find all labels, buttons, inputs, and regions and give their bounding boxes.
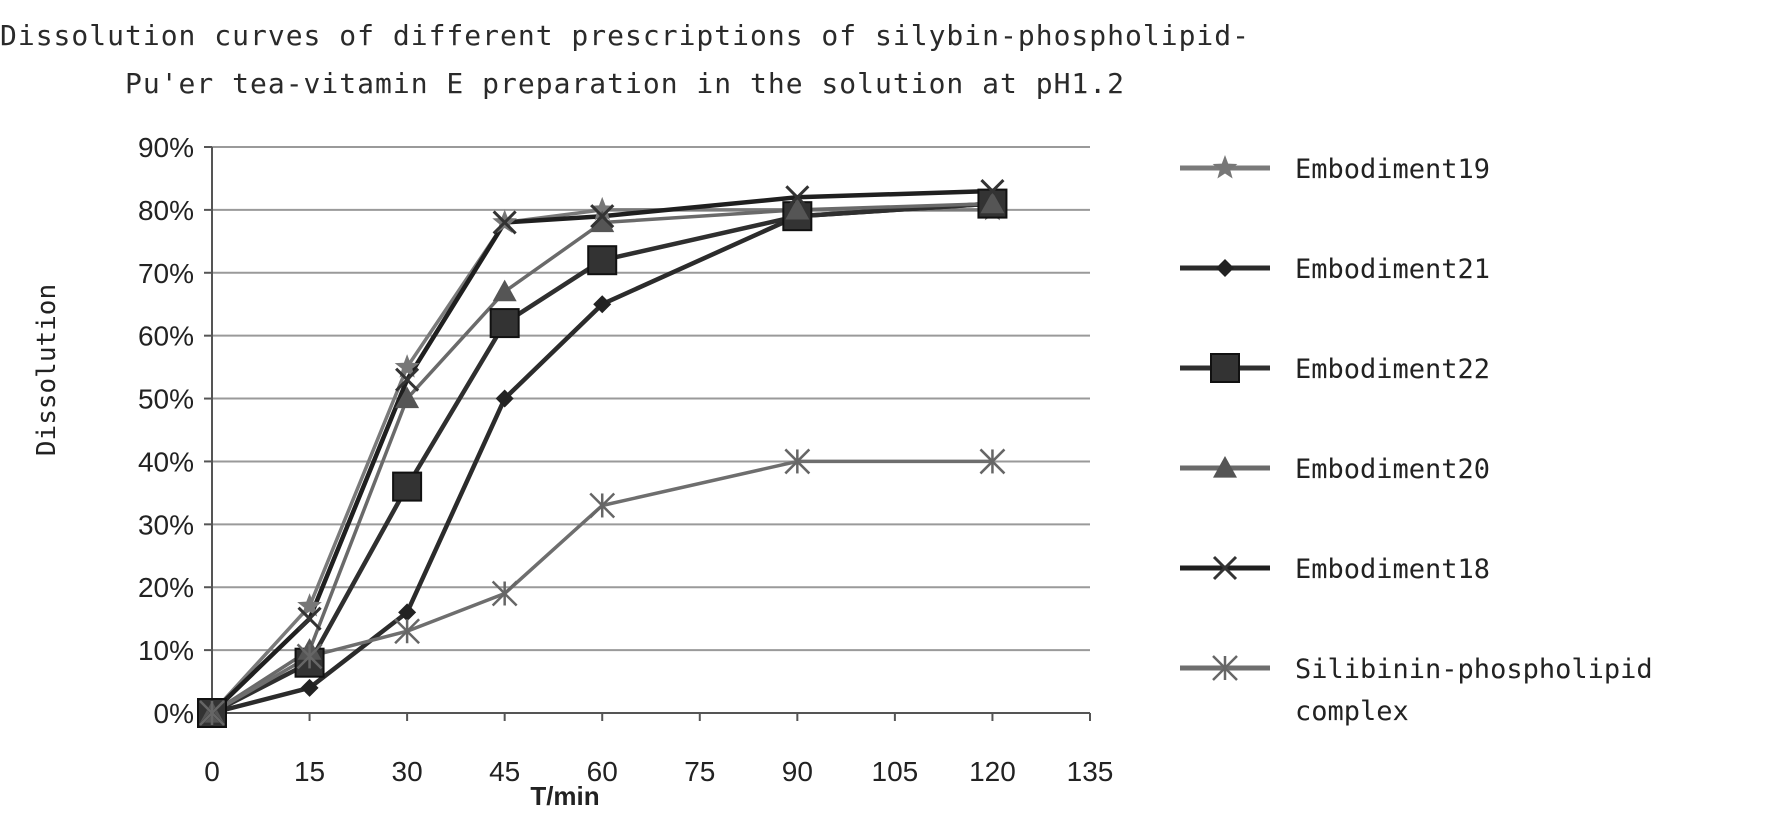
data-point-4-4 (590, 204, 615, 229)
chart-title-line-2: Pu'er tea-vitamin E preparation in the s… (125, 67, 1125, 100)
data-point-4-3 (492, 210, 517, 235)
y-tick-label: 30% (138, 509, 194, 540)
legend-item-1: Embodiment21 (1180, 254, 1490, 285)
y-tick-label: 10% (138, 635, 194, 666)
x-tick-label: 105 (872, 756, 919, 787)
x-tick-label: 60 (587, 756, 618, 787)
data-point-5-0 (199, 700, 225, 726)
data-point-0-2 (394, 354, 420, 378)
series-line-3 (211, 201, 993, 715)
data-point-1-4 (593, 295, 612, 314)
data-point-3-6 (980, 191, 1005, 214)
legend-label: Embodiment18 (1295, 554, 1490, 585)
legend-marker (1212, 555, 1238, 581)
data-point-1-3 (495, 389, 514, 408)
y-tick-label: 80% (138, 195, 194, 226)
legend-label: Embodiment22 (1295, 354, 1490, 385)
y-tick-label: 70% (138, 258, 194, 289)
legend-marker (1216, 259, 1234, 277)
y-tick-label: 20% (138, 572, 194, 603)
data-point-1-1 (300, 678, 319, 697)
y-tick-labels: 0% 10% 20% 30% 40% 50% 60% 70% 80% 90% (138, 132, 194, 729)
legend-item-4: Embodiment18 (1180, 554, 1490, 585)
data-point-5-3 (491, 580, 518, 607)
legend-label: complex (1295, 696, 1409, 727)
data-point-5-5 (784, 448, 811, 475)
data-point-0-1 (297, 593, 322, 617)
data-point-3-4 (590, 210, 615, 233)
data-point-4-2 (395, 367, 420, 392)
data-point-4-1 (297, 606, 322, 631)
data-point-2-2 (392, 471, 423, 502)
x-tick-label: 135 (1067, 756, 1114, 787)
legend-label: Embodiment21 (1295, 254, 1490, 285)
data-point-2-4 (587, 245, 618, 276)
y-axis-title: Dissolution (32, 284, 62, 456)
legend-label: Embodiment19 (1295, 154, 1490, 185)
legend-marker (1213, 456, 1237, 478)
x-tick-label: 45 (489, 756, 520, 787)
y-tick-label: 60% (138, 321, 194, 352)
series-line-1 (211, 201, 993, 716)
data-point-5-2 (394, 618, 420, 645)
x-tick-label: 90 (782, 756, 813, 787)
x-tick-label: 15 (294, 756, 325, 787)
x-tick-label: 120 (969, 756, 1016, 787)
series-markers (197, 178, 1008, 728)
legend-item-5: Silibinin-phospholipid complex (1180, 654, 1653, 727)
data-point-4-6 (980, 178, 1005, 204)
x-tick-label: 30 (392, 756, 423, 787)
legend-label: Embodiment20 (1295, 454, 1490, 485)
gridlines (212, 146, 1090, 652)
data-point-2-3 (489, 308, 520, 339)
legend-item-2: Embodiment22 (1180, 353, 1490, 385)
legend-marker (1212, 655, 1238, 681)
y-tick-label: 90% (138, 132, 194, 163)
x-axis-title: T/min (530, 781, 599, 811)
data-point-4-5 (785, 185, 810, 210)
data-point-5-6 (979, 448, 1006, 475)
legend-label: Silibinin-phospholipid (1295, 654, 1653, 685)
data-point-0-4 (589, 196, 615, 221)
legend-marker (1212, 155, 1238, 179)
legend-marker (1210, 353, 1240, 383)
axes (204, 146, 1091, 721)
data-point-5-1 (296, 643, 323, 670)
x-tick-labels: 0 15 30 45 60 75 90 105 120 135 (204, 756, 1113, 787)
legend-item-0: Embodiment19 (1180, 154, 1490, 185)
x-tick-label: 75 (684, 756, 715, 787)
x-tick-label: 0 (204, 756, 220, 787)
y-tick-label: 50% (138, 384, 194, 415)
legend-item-3: Embodiment20 (1180, 454, 1490, 485)
data-point-5-4 (589, 492, 616, 519)
data-point-3-2 (395, 386, 420, 409)
data-point-1-2 (398, 603, 417, 622)
legend: Embodiment19 Embodiment21 Embodiment22 Embo… (1180, 154, 1653, 727)
series-line-2 (210, 201, 993, 716)
data-point-3-3 (492, 279, 517, 302)
chart-title-line-1: Dissolution curves of different prescrip… (0, 19, 1250, 52)
y-tick-label: 0% (154, 698, 194, 729)
data-point-3-5 (785, 197, 810, 220)
y-tick-label: 40% (138, 446, 194, 477)
